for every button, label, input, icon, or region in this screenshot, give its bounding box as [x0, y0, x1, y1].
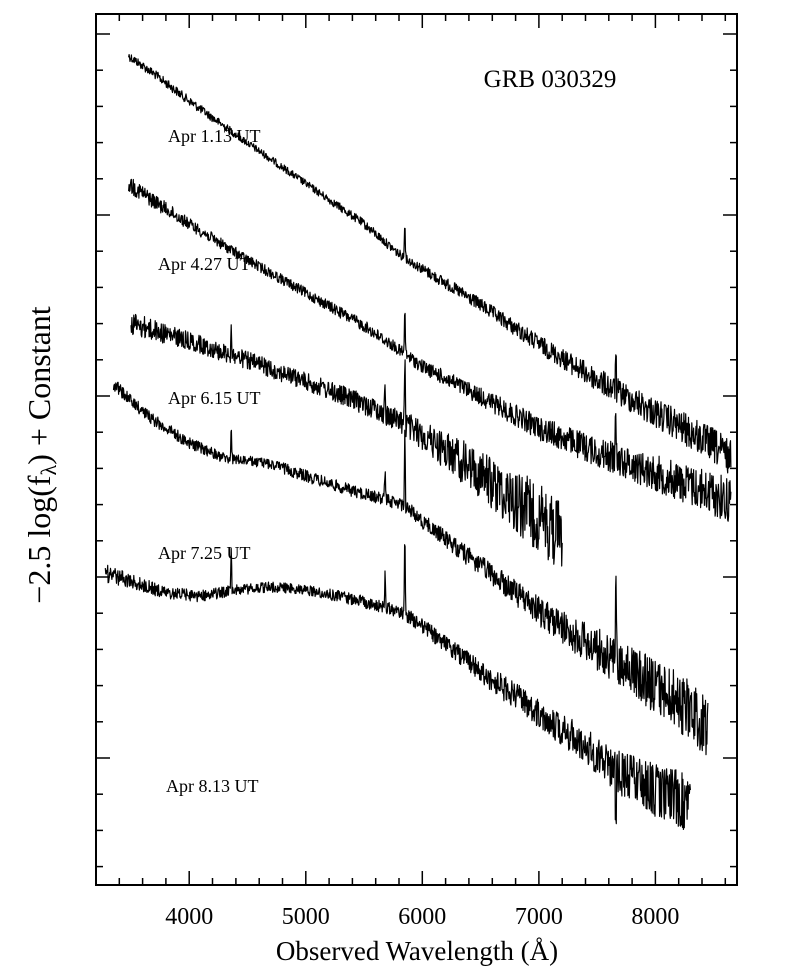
plot-frame [95, 13, 738, 886]
y-axis-label-main: −2.5 log(f [21, 475, 57, 604]
y-axis-label-suffix: ) + Constant [21, 306, 57, 465]
spectrum-line [128, 54, 732, 474]
spectra [104, 54, 732, 830]
spectrum-line [112, 381, 709, 756]
spectrum-line [130, 313, 563, 567]
spectrum-line [128, 178, 732, 522]
y-axis-label-subscript: λ [36, 464, 61, 475]
x-tick-label: 4000 [165, 904, 213, 930]
series-label: Apr 6.15 UT [168, 388, 261, 408]
chart-title: GRB 030329 [484, 66, 617, 93]
series-label: Apr 7.25 UT [158, 543, 251, 563]
series-label: Apr 4.27 UT [158, 254, 251, 274]
x-tick-label: 5000 [282, 904, 330, 930]
x-axis-label: Observed Wavelength (Å) [276, 936, 558, 966]
series-label: Apr 8.13 UT [166, 776, 259, 796]
y-axis-label: −2.5 log(fλ) + Constant [21, 306, 61, 604]
x-tick-label: 7000 [515, 904, 563, 930]
series-labels: Apr 1.13 UT Apr 4.27 UT Apr 6.15 UT Apr 7.2… [158, 126, 261, 796]
axis-ticks [95, 14, 737, 885]
x-tick-label: 6000 [398, 904, 446, 930]
spectrum-line [104, 544, 691, 830]
x-tick-labels: 4000 5000 6000 7000 8000 [165, 904, 679, 930]
series-label: Apr 1.13 UT [168, 126, 261, 146]
x-tick-label: 8000 [631, 904, 679, 930]
